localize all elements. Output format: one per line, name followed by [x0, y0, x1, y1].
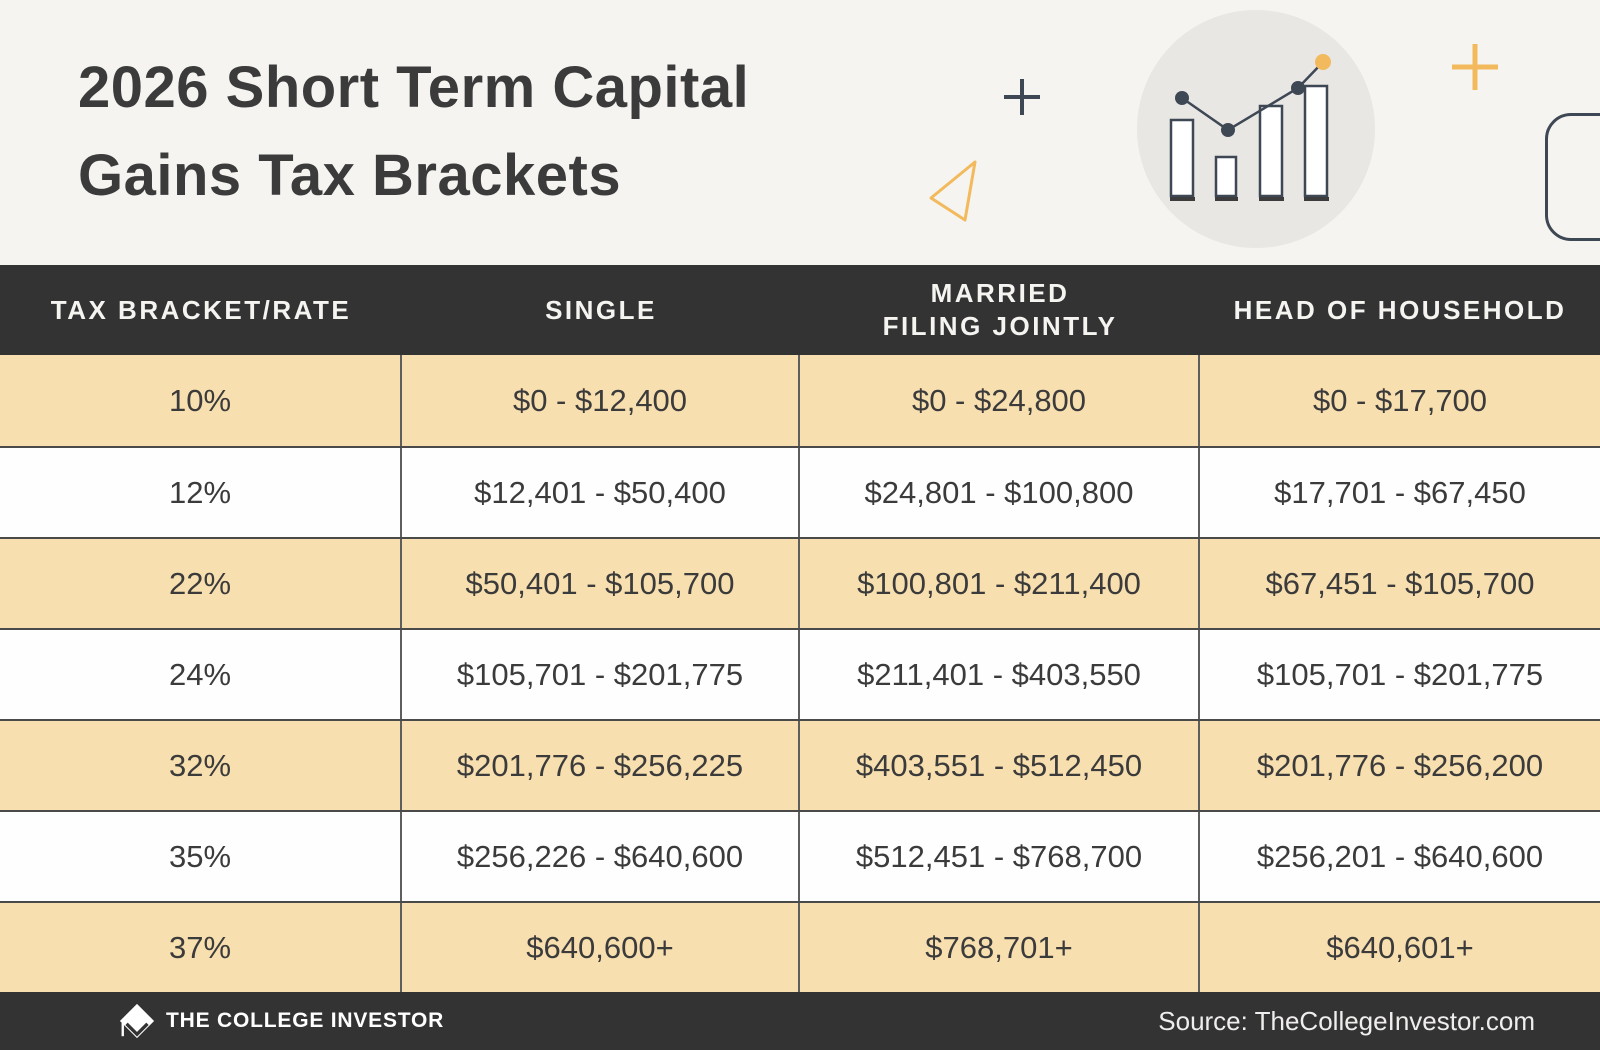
table-row: 24% $105,701 - $201,775 $211,401 - $403,… — [0, 628, 1600, 719]
table-row: 32% $201,776 - $256,225 $403,551 - $512,… — [0, 719, 1600, 810]
cell-rate: 22% — [0, 539, 402, 628]
bar-chart-icon — [1137, 10, 1375, 248]
cell-married: $0 - $24,800 — [800, 355, 1200, 446]
cell-rate: 24% — [0, 630, 402, 719]
cell-rate: 32% — [0, 721, 402, 810]
cell-head-of-household: $0 - $17,700 — [1312, 382, 1488, 418]
cell-rate: 10% — [0, 355, 402, 446]
cell-married: $24,801 - $100,800 — [800, 448, 1200, 537]
cell-single: $256,226 - $640,600 — [402, 812, 800, 901]
cell-married: $211,401 - $403,550 — [800, 630, 1200, 719]
table-header-row: TAX BRACKET/RATE SINGLE MARRIED FILING J… — [0, 265, 1600, 355]
cell-married: $768,701+ — [800, 903, 1200, 992]
title-line-2: Gains Tax Brackets — [78, 143, 622, 208]
cell-married: $100,801 - $211,400 — [800, 539, 1200, 628]
rounded-rectangle-icon — [1545, 113, 1600, 241]
cell-single: $640,600+ — [402, 903, 800, 992]
triangle-icon — [929, 160, 977, 222]
tax-brackets-table: TAX BRACKET/RATE SINGLE MARRIED FILING J… — [0, 265, 1600, 992]
brand-name: THE COLLEGE INVESTOR — [166, 1009, 445, 1032]
hero-section: 2026 Short Term Capital Gains Tax Bracke… — [0, 0, 1600, 265]
cell-rate: 35% — [0, 812, 402, 901]
footer-bar: THE COLLEGE INVESTOR Source: TheCollegeI… — [0, 992, 1600, 1050]
source-text: Source: TheCollegeInvestor.com — [1158, 1005, 1535, 1036]
table-row: 37% $640,600+ $768,701+ $640,601+ — [0, 901, 1600, 992]
cell-married: $512,451 - $768,700 — [800, 812, 1200, 901]
cell-head-of-household: $17,701 - $67,450 — [1274, 474, 1526, 510]
cell-head-of-household: $105,701 - $201,775 — [1256, 656, 1544, 692]
column-header-head-of-household: HEAD OF HOUSEHOLD — [1233, 294, 1567, 325]
table-row: 22% $50,401 - $105,700 $100,801 - $211,4… — [0, 537, 1600, 628]
table-row: 10% $0 - $12,400 $0 - $24,800 $0 - $17,7… — [0, 355, 1600, 446]
cell-head-of-household: $256,201 - $640,600 — [1256, 838, 1544, 874]
graduation-cap-icon — [119, 1003, 155, 1039]
title-line-1: 2026 Short Term Capital — [78, 55, 750, 120]
column-header-married-line-2: FILING JOINTLY — [882, 311, 1118, 341]
cell-single: $105,701 - $201,775 — [402, 630, 800, 719]
cell-head-of-household: $67,451 - $105,700 — [1265, 565, 1535, 601]
page-title: 2026 Short Term Capital Gains Tax Bracke… — [78, 44, 749, 220]
column-header-married-filing-jointly: MARRIED FILING JOINTLY — [800, 265, 1200, 355]
table-row: 35% $256,226 - $640,600 $512,451 - $768,… — [0, 810, 1600, 901]
cell-single: $201,776 - $256,225 — [402, 721, 800, 810]
cell-single: $50,401 - $105,700 — [402, 539, 800, 628]
column-header-married-line-1: MARRIED — [930, 278, 1070, 308]
plus-icon — [1004, 79, 1040, 115]
table-row: 12% $12,401 - $50,400 $24,801 - $100,800… — [0, 446, 1600, 537]
column-header-tax-bracket: TAX BRACKET/RATE — [50, 294, 352, 325]
cell-married: $403,551 - $512,450 — [800, 721, 1200, 810]
cell-single: $12,401 - $50,400 — [402, 448, 800, 537]
brand: THE COLLEGE INVESTOR — [118, 1002, 444, 1040]
plus-icon-orange — [1452, 44, 1498, 90]
cell-head-of-household: $640,601+ — [1326, 929, 1474, 965]
column-header-single: SINGLE — [545, 294, 657, 325]
cell-rate: 12% — [0, 448, 402, 537]
cell-rate: 37% — [0, 903, 402, 992]
cell-single: $0 - $12,400 — [402, 355, 800, 446]
bar-chart-illustration — [1169, 54, 1331, 201]
cell-head-of-household: $201,776 - $256,200 — [1256, 747, 1544, 783]
